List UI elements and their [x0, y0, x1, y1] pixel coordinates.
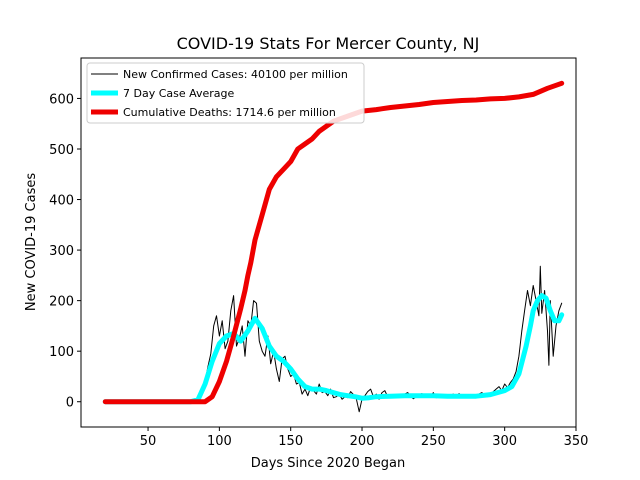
- y-tick-label: 400: [49, 194, 74, 209]
- y-axis: 0 100 200 300 400 500 600: [49, 92, 81, 411]
- legend-label-cumulative-deaths: Cumulative Deaths: 1714.6 per million: [123, 106, 336, 119]
- y-tick-label: 300: [49, 244, 74, 259]
- plot-area: [102, 80, 565, 413]
- axes-frame: [80, 57, 577, 428]
- x-tick-label: 100: [207, 434, 232, 449]
- series-line-7day-average: [102, 293, 565, 405]
- legend-box: [86, 62, 365, 124]
- x-tick-label: 350: [564, 434, 589, 449]
- y-tick-label: 200: [49, 295, 74, 310]
- series-line-new-cases: [104, 265, 563, 413]
- x-axis-label: Days Since 2020 Began: [251, 456, 406, 471]
- series-layer: [102, 80, 565, 413]
- y-tick-label: 0: [66, 396, 74, 411]
- x-axis: 50 100 150 200 250 300 350: [140, 427, 589, 449]
- y-axis-label: New COVID-19 Cases: [24, 173, 39, 311]
- series-line-cumulative-deaths: [102, 80, 565, 405]
- legend-label-7day-average: 7 Day Case Average: [123, 87, 235, 100]
- legend-label-new-cases: New Confirmed Cases: 40100 per million: [123, 68, 348, 81]
- y-tick-label: 500: [49, 143, 74, 158]
- x-tick-label: 50: [140, 434, 157, 449]
- y-tick-label: 100: [49, 345, 74, 360]
- x-tick-label: 300: [492, 434, 517, 449]
- x-tick-label: 150: [278, 434, 303, 449]
- chart-title: COVID-19 Stats For Mercer County, NJ: [177, 34, 480, 53]
- x-tick-label: 200: [350, 434, 375, 449]
- legend: New Confirmed Cases: 40100 per million 7…: [86, 62, 365, 124]
- y-tick-label: 600: [49, 92, 74, 107]
- x-tick-label: 250: [421, 434, 446, 449]
